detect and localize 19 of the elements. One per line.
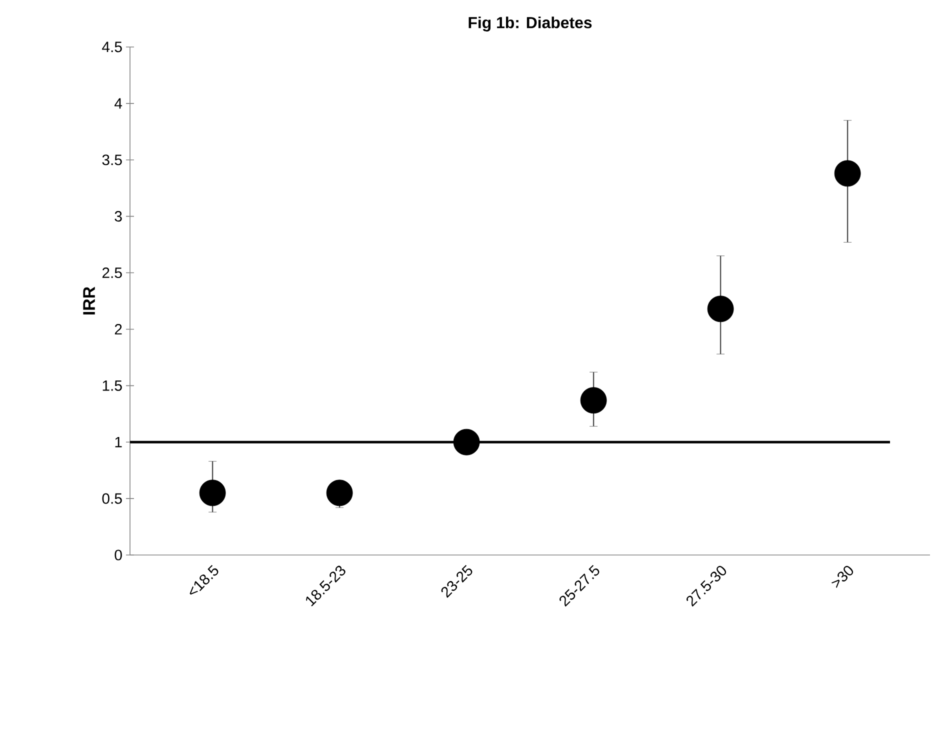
- y-tick-label: 3.5: [102, 154, 122, 166]
- y-tick-label: 1: [115, 436, 122, 448]
- y-tick-label: 4.5: [102, 42, 122, 52]
- y-tick-label: 1.5: [102, 380, 122, 391]
- point: [326, 480, 353, 506]
- point: [199, 480, 226, 506]
- y-tick-label: 0.5: [102, 493, 122, 504]
- chart-title: Fig 1b: Diabetes: [468, 16, 592, 32]
- y-tick-label: 3: [114, 211, 122, 222]
- y-tick-label: 0: [114, 550, 122, 560]
- x-tick-label: >30: [831, 566, 854, 588]
- point: [707, 296, 734, 322]
- point: [580, 387, 607, 414]
- y-tick-label: 2.5: [102, 267, 122, 278]
- point: [453, 428, 480, 456]
- y-tick-label: 4: [114, 98, 122, 109]
- y-tick-label: 2: [114, 324, 122, 334]
- point: [834, 160, 861, 187]
- y-axis-title: IRR: [83, 286, 95, 314]
